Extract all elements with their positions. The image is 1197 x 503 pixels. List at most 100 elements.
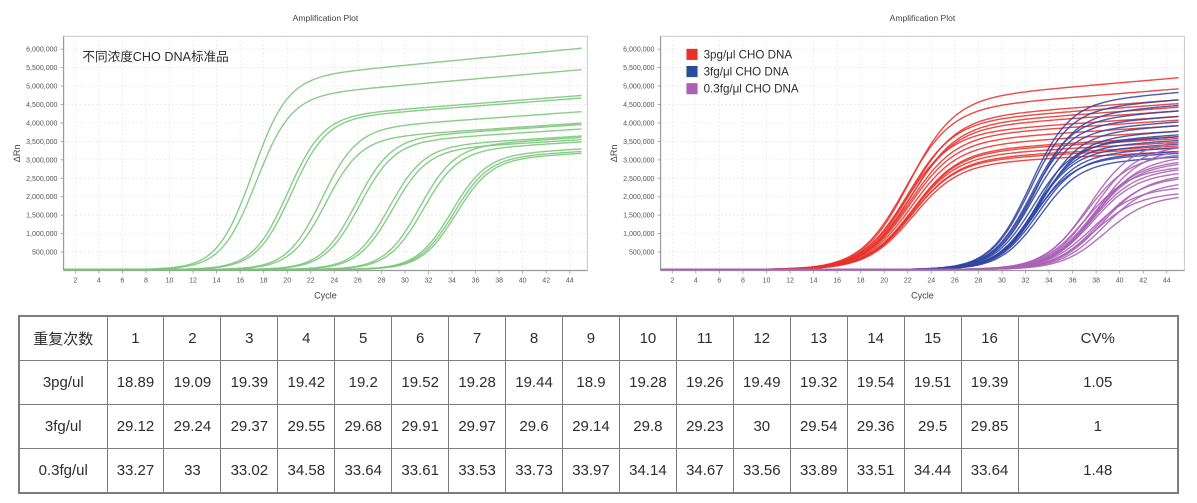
ct-value: 29.36 <box>846 403 905 449</box>
cv-value: 1.05 <box>1017 359 1179 405</box>
ct-value: 34.58 <box>277 447 336 494</box>
x-tick-label: 20 <box>283 278 291 285</box>
ct-value: 18.9 <box>562 359 620 405</box>
ct-value: 34.44 <box>903 447 962 494</box>
ct-value: 33.97 <box>562 447 620 494</box>
amplification-curve <box>660 163 1179 271</box>
ct-value: 18.89 <box>106 359 165 405</box>
ct-value: 19.28 <box>448 359 507 405</box>
ct-value: 19.26 <box>675 359 734 405</box>
ct-value: 29.23 <box>675 403 734 449</box>
amplification-charts-row: 2 4 6 8 10 12 14 16 18 20 22 24 26 28 30 32 34 36 38 40 42 44… <box>12 6 1192 307</box>
ct-value: 33.73 <box>505 447 563 494</box>
y-tick-label: 5,000,000 <box>623 84 654 91</box>
y-tick-label: 1,500,000 <box>26 213 57 220</box>
table-row: 0.3fg/ul 33.27 33 33.02 34.58 33.64 33.61 33.53… <box>18 447 1179 494</box>
y-tick-label: 3,500,000 <box>26 139 57 146</box>
table-header-replicate-number: 4 <box>277 315 336 361</box>
ct-value: 30 <box>732 403 791 449</box>
x-tick-label: 8 <box>740 278 744 285</box>
x-tick-label: 4 <box>97 278 101 285</box>
ct-value: 29.5 <box>903 403 962 449</box>
ct-table: 重复次数 1 2 3 4 5 6 7 8 9 10 11 12 13 14 15 16 CV% 3pg/ul 18.… <box>18 314 1179 494</box>
x-tick-label: 44 <box>566 278 574 285</box>
ct-value: 29.68 <box>334 403 393 449</box>
ct-value: 33.64 <box>960 447 1019 494</box>
ct-table-container: 重复次数 1 2 3 4 5 6 7 8 9 10 11 12 13 14 15 16 CV% 3pg/ul 18.… <box>0 307 1197 494</box>
x-tick-label: 24 <box>927 278 935 285</box>
row-label-concentration: 3fg/ul <box>18 403 108 449</box>
legend-label: 3fg/μl CHO DNA <box>703 66 789 79</box>
ct-value: 19.2 <box>334 359 393 405</box>
x-tick-label: 32 <box>425 278 433 285</box>
x-tick-label: 20 <box>880 278 888 285</box>
y-tick-label: 3,000,000 <box>623 157 654 164</box>
y-tick-label: 2,000,000 <box>26 194 57 201</box>
x-axis-label: Cycle <box>911 291 934 301</box>
ct-value: 29.37 <box>220 403 279 449</box>
legend-swatch <box>685 65 698 78</box>
ct-value: 19.44 <box>505 359 563 405</box>
ct-value: 19.49 <box>732 359 791 405</box>
y-tick-label: 1,000,000 <box>26 231 57 238</box>
ct-value: 19.51 <box>903 359 962 405</box>
table-header-replicate-number: 14 <box>846 315 905 361</box>
x-tick-label: 8 <box>144 278 148 285</box>
ct-value: 29.97 <box>448 403 507 449</box>
x-tick-label: 28 <box>377 278 385 285</box>
x-tick-label: 28 <box>974 278 982 285</box>
y-tick-label: 500,000 <box>629 250 655 257</box>
y-tick-label: 6,000,000 <box>26 47 57 54</box>
table-header-replicate-number: 10 <box>618 315 677 361</box>
ct-value: 33.64 <box>334 447 393 494</box>
amplification-plot-standards: 2 4 6 8 10 12 14 16 18 20 22 24 26 28 30 32 34 36 38 40 42 44… <box>12 13 588 301</box>
ct-value: 19.54 <box>846 359 905 405</box>
table-header-replicate-number: 13 <box>789 315 848 361</box>
ct-value: 34.67 <box>675 447 734 494</box>
y-tick-label: 4,500,000 <box>623 102 654 109</box>
x-tick-label: 14 <box>213 278 221 285</box>
ct-value: 33.53 <box>448 447 507 494</box>
ct-value: 29.24 <box>163 403 222 449</box>
x-tick-label: 24 <box>330 278 338 285</box>
x-tick-label: 18 <box>260 278 268 285</box>
ct-value: 19.42 <box>277 359 336 405</box>
ct-value: 33.89 <box>789 447 848 494</box>
y-tick-label: 3,500,000 <box>623 139 654 146</box>
x-tick-label: 44 <box>1162 278 1170 285</box>
table-header-replicate-number: 7 <box>448 315 507 361</box>
y-axis-label: ΔRn <box>12 145 22 163</box>
ct-value: 29.55 <box>277 403 336 449</box>
table-header-replicate-number: 12 <box>732 315 791 361</box>
y-tick-label: 4,000,000 <box>623 120 654 127</box>
table-header-row: 重复次数 1 2 3 4 5 6 7 8 9 10 11 12 13 14 15 16 CV% <box>18 315 1179 361</box>
y-tick-label: 1,000,000 <box>623 231 654 238</box>
y-tick-label: 3,000,000 <box>26 157 57 164</box>
x-tick-label: 38 <box>495 278 503 285</box>
y-tick-label: 4,500,000 <box>26 102 57 109</box>
amplification-curve <box>63 152 582 271</box>
legend-label: 3pg/μl CHO DNA <box>703 48 792 61</box>
x-tick-label: 12 <box>189 278 197 285</box>
x-tick-label: 16 <box>236 278 244 285</box>
ct-value: 33.27 <box>106 447 165 494</box>
x-tick-label: 10 <box>166 278 174 285</box>
ct-value: 29.8 <box>618 403 677 449</box>
x-tick-label: 34 <box>1045 278 1053 285</box>
ct-value: 33.56 <box>732 447 791 494</box>
x-tick-label: 2 <box>73 278 77 285</box>
chart-title: Amplification Plot <box>293 13 359 23</box>
x-tick-label: 40 <box>1115 278 1123 285</box>
ct-value: 33.02 <box>220 447 279 494</box>
x-tick-label: 36 <box>472 278 480 285</box>
legend-swatch <box>685 48 698 60</box>
table-header-replicate-number: 9 <box>562 315 620 361</box>
x-tick-label: 22 <box>903 278 911 285</box>
replicates-chart-container: 2 4 6 8 10 12 14 16 18 20 22 24 26 28 30 32 34 36 38 40 42 44… <box>603 6 1192 307</box>
x-tick-label: 6 <box>120 278 124 285</box>
y-tick-label: 1,500,000 <box>623 213 654 220</box>
x-tick-label: 36 <box>1068 278 1076 285</box>
ct-value: 29.54 <box>789 403 848 449</box>
x-axis-label: Cycle <box>314 291 337 301</box>
cv-value: 1 <box>1017 403 1179 449</box>
